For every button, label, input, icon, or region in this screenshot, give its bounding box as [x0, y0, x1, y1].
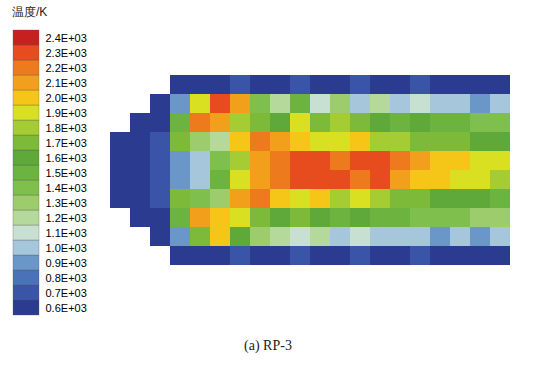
svg-text:1.0E+03: 1.0E+03: [46, 242, 87, 254]
svg-text:0.6E+03: 0.6E+03: [46, 302, 87, 314]
svg-text:1.5E+03: 1.5E+03: [46, 167, 87, 179]
svg-text:1.7E+03: 1.7E+03: [46, 137, 87, 149]
svg-text:2.1E+03: 2.1E+03: [46, 77, 87, 89]
svg-text:1.6E+03: 1.6E+03: [46, 152, 87, 164]
svg-text:1.8E+03: 1.8E+03: [46, 122, 87, 134]
svg-text:2.4E+03: 2.4E+03: [46, 32, 87, 44]
svg-text:2.2E+03: 2.2E+03: [46, 62, 87, 74]
html-text:温度/K: 温度/K: [12, 5, 48, 19]
svg-text:0.8E+03: 0.8E+03: [46, 272, 87, 284]
svg-text:2.0E+03: 2.0E+03: [46, 92, 87, 104]
svg-text:2.3E+03: 2.3E+03: [46, 47, 87, 59]
svg-text:1.1E+03: 1.1E+03: [46, 227, 87, 239]
html-text:(a) RP-3: (a) RP-3: [244, 338, 292, 353]
svg-text:1.3E+03: 1.3E+03: [46, 197, 87, 209]
svg-text:1.4E+03: 1.4E+03: [46, 182, 87, 194]
svg-text:1.2E+03: 1.2E+03: [46, 212, 87, 224]
svg-text:0.9E+03: 0.9E+03: [46, 257, 87, 269]
svg-text:1.9E+03: 1.9E+03: [46, 107, 87, 119]
svg-text:0.7E+03: 0.7E+03: [46, 287, 87, 299]
